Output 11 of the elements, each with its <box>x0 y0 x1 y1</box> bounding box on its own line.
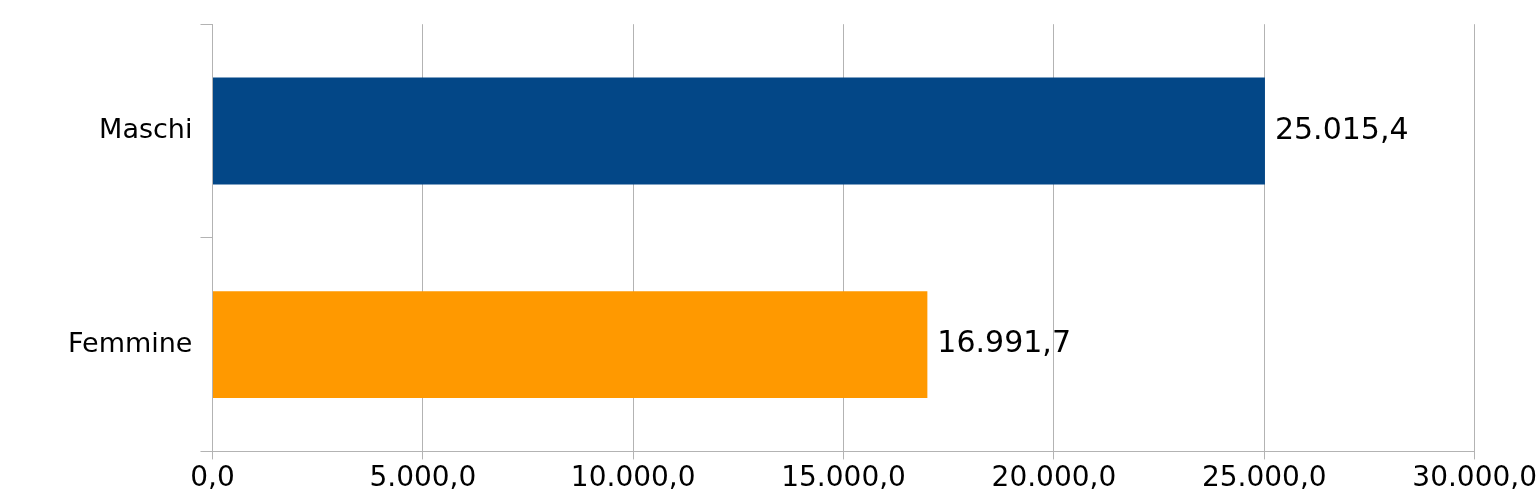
data-label: 25.015,4 <box>1274 110 1409 146</box>
x-tick-label: 25.000,0 <box>1201 460 1327 494</box>
y-tick-label: Maschi <box>99 113 193 145</box>
x-tick-label: 15.000,0 <box>781 460 906 494</box>
x-tick-label: 5.000,0 <box>369 460 477 494</box>
y-tick-label: Femmine <box>67 326 193 358</box>
x-tick-label: 0,0 <box>190 460 235 494</box>
x-tick-label: 20.000,0 <box>991 460 1117 494</box>
x-tick-label: 30.000,0 <box>1412 460 1537 494</box>
data-label: 16.991,7 <box>937 324 1071 360</box>
x-tick-label: 10.000,0 <box>570 460 696 494</box>
